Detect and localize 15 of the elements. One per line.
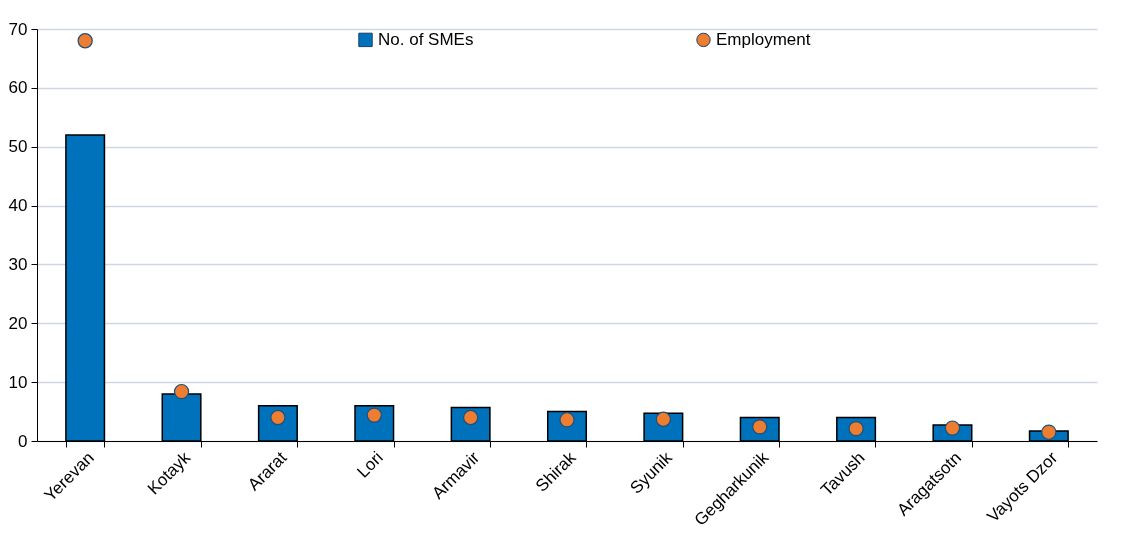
y-tick-label: 40 (8, 196, 28, 216)
x-tick-label: Lori (353, 448, 387, 482)
point (77, 33, 93, 49)
y-tick-label: 30 (8, 254, 28, 274)
legend-label: Employment (716, 29, 811, 49)
legend-label: No. of SMEs (378, 29, 474, 49)
y-tick-label: 60 (8, 78, 28, 98)
y-tick-label: 70 (8, 19, 28, 39)
point (173, 383, 190, 400)
y-tick-label: 0 (18, 431, 28, 451)
y-tick-label: 20 (8, 313, 28, 333)
point (944, 420, 961, 436)
y-tick-label: 10 (8, 372, 28, 392)
point (1041, 424, 1057, 440)
y-tick-label: 50 (8, 137, 28, 157)
